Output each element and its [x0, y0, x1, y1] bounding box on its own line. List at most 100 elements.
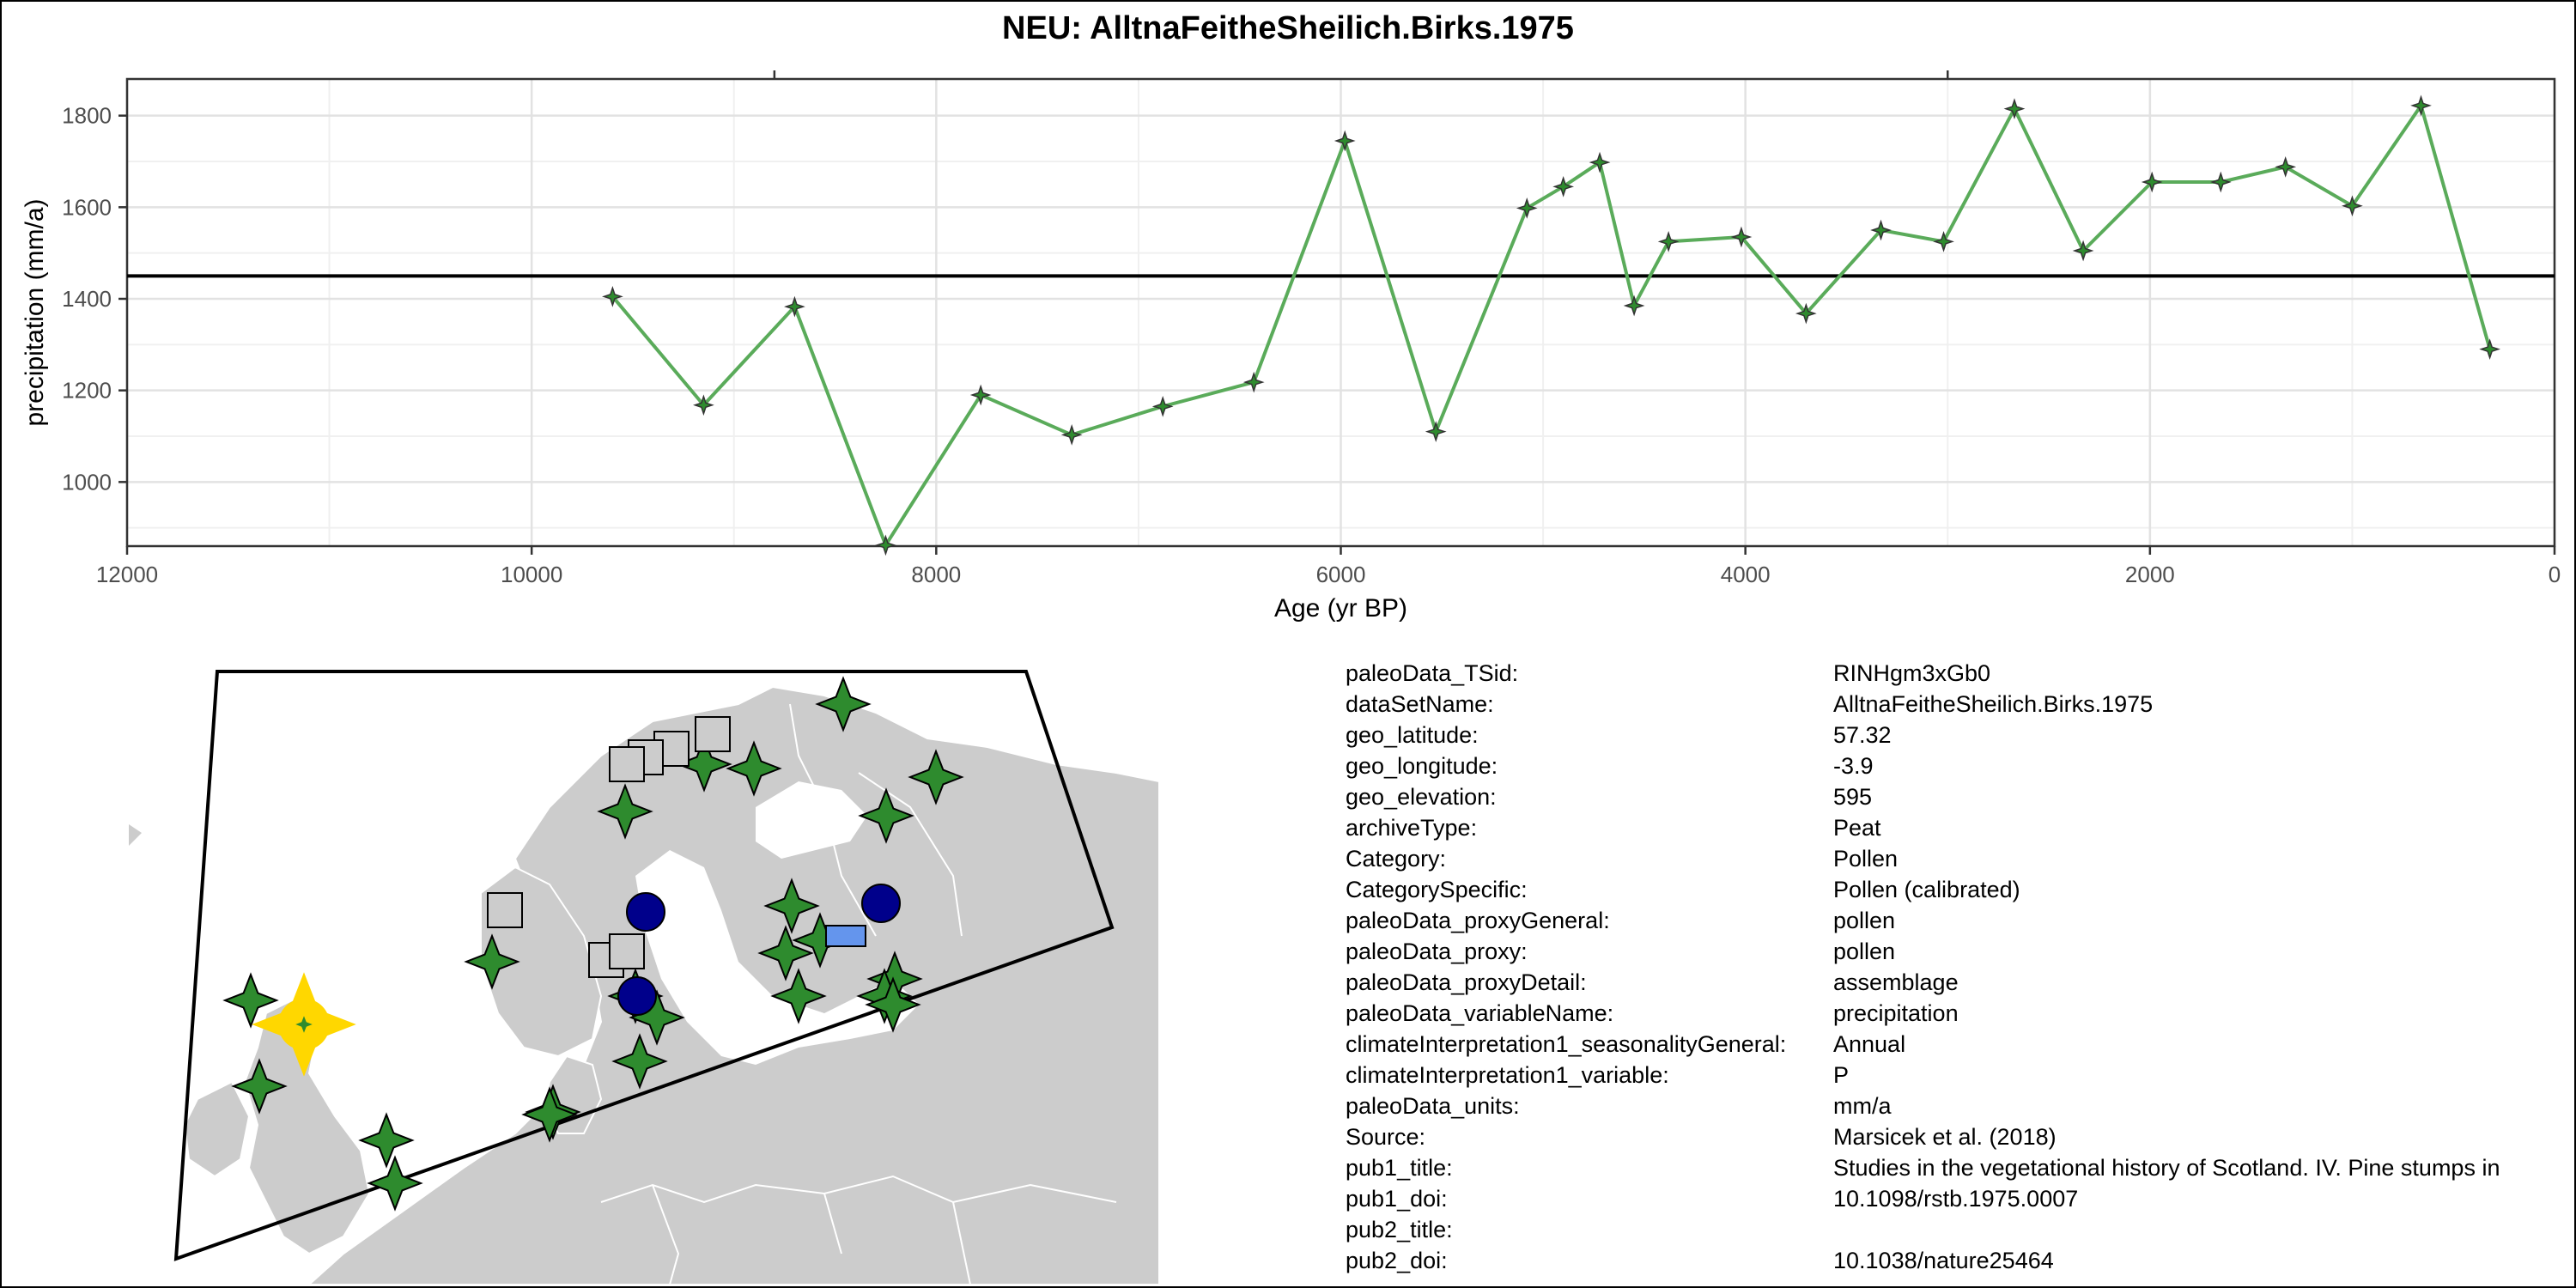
metadata-value: 10.1038/nature25464	[1833, 1248, 2054, 1273]
data-point	[2275, 156, 2297, 178]
metadata-value: 57.32	[1833, 722, 1892, 748]
metadata-key: archiveType:	[1346, 815, 1478, 841]
x-tick-label: 6000	[1316, 562, 1366, 587]
site-star-marker	[521, 1086, 578, 1143]
y-tick-label: 1600	[62, 194, 112, 220]
metadata-value: mm/a	[1833, 1093, 1892, 1119]
data-point	[1623, 295, 1645, 317]
metadata-value: Peat	[1833, 815, 1881, 841]
data-point	[1589, 151, 1611, 173]
site-star-marker	[231, 1058, 288, 1115]
site-star-marker	[858, 787, 914, 844]
metadata-table: paleoData_TSid: RINHgm3xGb0 dataSetName: Al…	[1346, 658, 2573, 1285]
x-tick-label: 2000	[2125, 562, 2175, 587]
metadata-key: pub2_doi:	[1346, 1248, 1448, 1273]
metadata-key: Source:	[1346, 1124, 1426, 1150]
metadata-key: Category:	[1346, 846, 1447, 872]
site-star-marker	[757, 925, 814, 981]
data-point	[1334, 130, 1356, 152]
metadata-value: RINHgm3xGb0	[1833, 660, 1991, 686]
site-star-marker	[367, 1155, 423, 1212]
data-point	[2072, 240, 2094, 262]
site-circle-marker	[861, 884, 901, 923]
data-point	[1516, 197, 1538, 219]
metadata-key: paleoData_proxy:	[1346, 939, 1528, 964]
data-point	[2141, 171, 2163, 193]
line-chart: 12000 10000 8000 6000 4000 2000 0 1000 1200 1400 1…	[21, 70, 2561, 623]
metadata-key: pub1_title:	[1346, 1155, 1453, 1181]
site-star-marker	[358, 1112, 415, 1169]
site-star-marker	[763, 878, 820, 934]
site-square-marker	[487, 892, 523, 928]
x-tick-label: 0	[2549, 562, 2561, 587]
site-star-marker	[726, 740, 782, 797]
metadata-key: climateInterpretation1_seasonalityGenera…	[1346, 1031, 1787, 1057]
series-line	[611, 101, 2492, 550]
metadata-key: paleoData_TSid:	[1346, 660, 1519, 686]
data-point	[602, 285, 623, 307]
x-axis-title: Age (yr BP)	[1274, 594, 1407, 623]
metadata-value: 595	[1833, 784, 1873, 810]
site-square-marker	[609, 933, 645, 969]
data-point	[2410, 94, 2432, 117]
metadata-value: pollen	[1833, 939, 1896, 964]
data-point	[1552, 175, 1575, 197]
metadata-value: Marsicek et al. (2018)	[1833, 1124, 2057, 1150]
metadata-value: AlltnaFeitheSheilich.Birks.1975	[1833, 691, 2154, 717]
site-square-marker	[695, 716, 731, 752]
site-star-marker	[676, 736, 732, 793]
metadata-key: geo_longitude:	[1346, 753, 1498, 779]
metadata-key: pub1_doi:	[1346, 1186, 1448, 1212]
metadata-key: paleoData_units:	[1346, 1093, 1520, 1119]
data-point	[1870, 219, 1892, 241]
metadata-key: CategorySpecific:	[1346, 877, 1528, 902]
metadata-key: paleoData_variableName:	[1346, 1000, 1614, 1026]
x-tick-label: 8000	[911, 562, 961, 587]
map-borders	[600, 703, 1117, 1285]
site-circle-marker	[617, 976, 657, 1016]
data-point	[1933, 230, 1954, 252]
y-axis-title: precipitation (mm/a)	[21, 198, 49, 426]
data-point	[1425, 421, 1447, 443]
metadata-key: dataSetName:	[1346, 691, 1494, 717]
metadata-key: climateInterpretation1_variable:	[1346, 1062, 1669, 1088]
map-projection-outline	[173, 670, 1115, 1261]
metadata-value: Studies in the vegetational history of S…	[1833, 1155, 2500, 1181]
site-square-marker	[609, 746, 645, 782]
metadata-value: P	[1833, 1062, 1850, 1088]
data-point	[2342, 195, 2363, 217]
data-point	[1730, 226, 1753, 248]
data-point	[1060, 424, 1083, 446]
metadata-value: assemblage	[1833, 969, 1959, 995]
y-tick-label: 1000	[62, 469, 112, 495]
metadata-value: -3.9	[1833, 753, 1874, 779]
data-point	[969, 384, 992, 406]
site-map	[129, 670, 1159, 1285]
site-circle-marker	[626, 892, 665, 932]
data-point	[1242, 371, 1265, 393]
data-point	[693, 394, 714, 416]
metadata-value: Annual	[1833, 1031, 1906, 1057]
site-star-marker	[611, 1033, 668, 1090]
y-tick-label: 1400	[62, 286, 112, 312]
metadata-key: pub2_title:	[1346, 1217, 1453, 1242]
site-star-marker	[597, 783, 653, 840]
data-point	[2209, 171, 2232, 193]
site-star-marker	[815, 676, 872, 732]
data-point	[2479, 338, 2500, 361]
metadata-key: paleoData_proxyGeneral:	[1346, 908, 1610, 933]
metadata-key: geo_elevation:	[1346, 784, 1497, 810]
chart-title: NEU: AlltnaFeitheSheilich.Birks.1975	[1002, 10, 1574, 46]
data-point	[2003, 98, 2026, 120]
metadata-value: Pollen (calibrated)	[1833, 877, 2020, 902]
site-rect-marker	[825, 925, 866, 947]
metadata-key: geo_latitude:	[1346, 722, 1479, 748]
selected-site-center	[295, 1016, 313, 1033]
data-point	[875, 534, 896, 556]
metadata-key: paleoData_proxyDetail:	[1346, 969, 1587, 995]
site-star-marker	[865, 976, 921, 1033]
metadata-value: Pollen	[1833, 846, 1899, 872]
data-point	[784, 295, 805, 318]
y-tick-label: 1800	[62, 103, 112, 129]
